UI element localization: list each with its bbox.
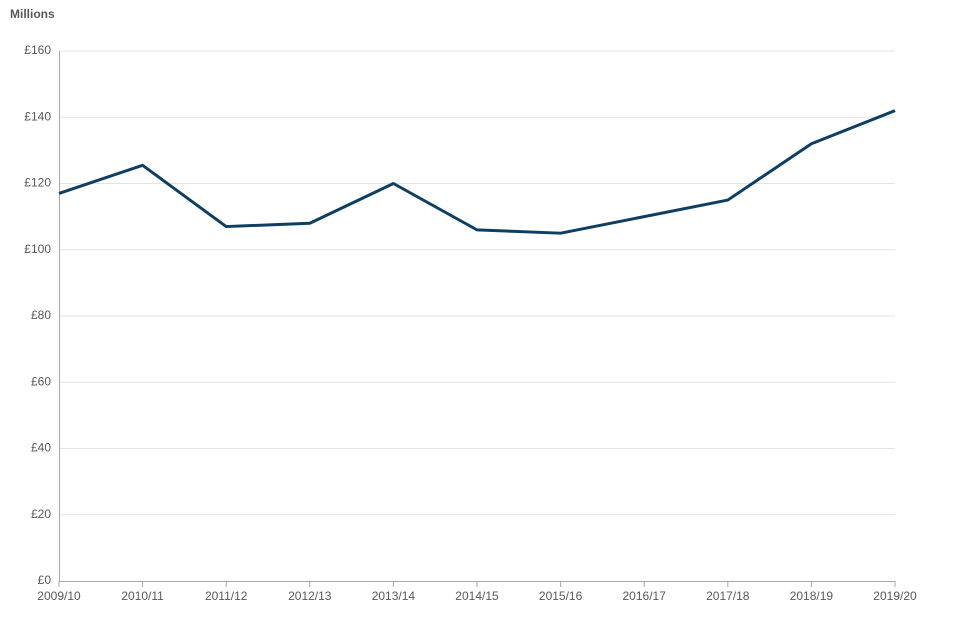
y-tick-label: £100 [24,242,51,256]
y-tick-label: £140 [24,109,51,123]
x-tick-label: 2015/16 [539,589,583,603]
y-axis-label: Millions [10,7,55,21]
x-tick-label: 2011/12 [205,589,248,603]
data-line [58,109,896,235]
x-tick-label: 2018/19 [790,589,834,603]
x-tick-label: 2016/17 [623,589,667,603]
x-tick-label: 2012/13 [288,589,332,603]
x-tick-label: 2013/14 [372,589,416,603]
x-tick-label: 2017/18 [706,589,750,603]
x-tick-label: 2010/11 [121,589,164,603]
y-tick-label: £60 [31,374,51,388]
y-tick-label: £80 [31,308,51,322]
y-tick-label: £160 [24,43,51,57]
x-tick-label: 2019/20 [873,589,917,603]
y-tick-label: £40 [31,441,51,455]
y-tick-label: £120 [24,176,51,190]
y-tick-label: £0 [38,573,52,587]
x-tick-label: 2014/15 [455,589,499,603]
y-tick-label: £20 [31,507,51,521]
x-tick-label: 2009/10 [37,589,81,603]
